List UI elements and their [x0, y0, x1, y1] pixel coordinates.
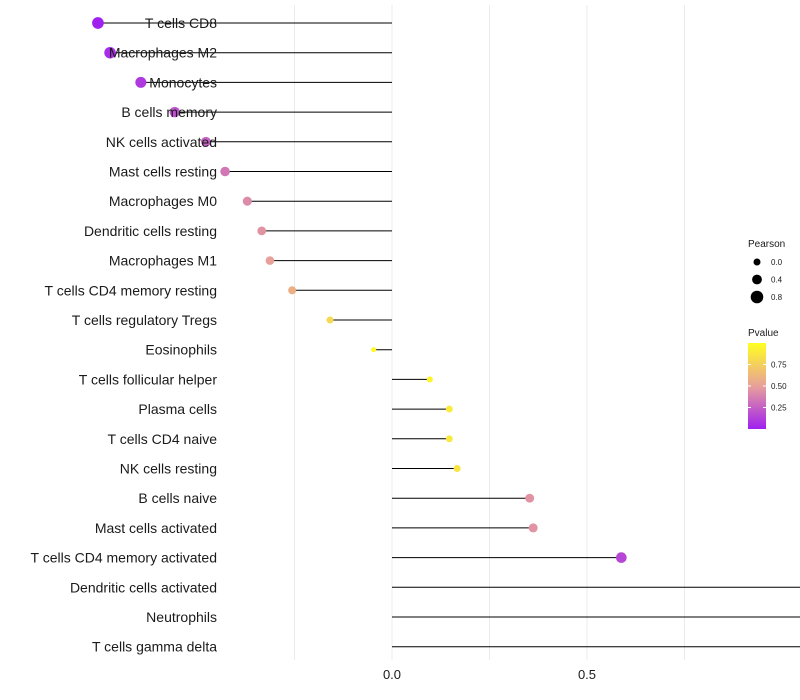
category-label: Mast cells resting — [109, 164, 217, 180]
lollipop-point — [288, 286, 297, 295]
lollipop-point — [371, 347, 377, 353]
lollipop-point — [92, 17, 104, 29]
lollipop-point — [615, 552, 627, 563]
lollipop-point — [257, 226, 267, 236]
grid-layer — [294, 5, 685, 660]
size-legend-dot — [750, 290, 764, 304]
stem-layer — [97, 22, 800, 648]
size-legend-dot — [753, 258, 761, 266]
category-label: Monocytes — [149, 74, 217, 90]
category-label: NK cells activated — [106, 134, 217, 150]
category-label: Plasma cells — [138, 401, 217, 417]
x-tick-label: 0.0 — [383, 667, 401, 682]
lollipop-point — [169, 106, 181, 118]
pvalue-color-bar — [748, 343, 766, 429]
category-label: Dendritic cells activated — [70, 579, 217, 595]
lollipop-point — [242, 196, 252, 206]
color-legend-ticks: 0.75 0.50 0.25 — [748, 361, 787, 413]
category-label: NK cells resting — [120, 461, 217, 477]
size-legend-dot — [752, 274, 762, 285]
category-label: B cells naive — [138, 490, 217, 506]
category-label: Neutrophils — [146, 609, 217, 625]
category-label: Eosinophils — [145, 342, 217, 358]
category-label: Macrophages M0 — [109, 193, 217, 209]
lollipop-point — [445, 435, 453, 443]
lollipop-point — [453, 464, 461, 473]
lollipop-point — [135, 76, 147, 88]
lollipop-point — [445, 405, 453, 413]
size-legend-title: Pearson — [748, 239, 785, 250]
category-label: Macrophages M1 — [109, 253, 217, 269]
x-tick-label: 0.5 — [578, 667, 596, 682]
size-legend-label: 0.8 — [771, 293, 783, 302]
category-label: T cells CD4 memory resting — [45, 282, 217, 298]
color-legend-tick-label: 0.25 — [771, 404, 787, 413]
category-label: T cells follicular helper — [79, 371, 218, 387]
lollipop-point — [201, 136, 211, 147]
color-legend-tick-label: 0.75 — [771, 361, 787, 370]
x-axis-ticks: 0.0 0.5 — [383, 667, 596, 682]
category-labels: T cells CD8 Macrophages M2 Monocytes B cell… — [31, 15, 218, 655]
category-label: T cells CD4 memory activated — [31, 550, 217, 566]
category-label: T cells CD4 naive — [108, 431, 218, 447]
legend: Pearson 0.0 0.4 0.8 Pvalue 0.75 0.50 0.25 — [748, 239, 787, 429]
lollipop-point — [104, 46, 116, 59]
category-label: Dendritic cells resting — [84, 223, 217, 239]
size-legend-label: 0.4 — [771, 276, 783, 285]
lollipop-point — [426, 376, 433, 383]
category-label: B cells memory — [121, 104, 217, 120]
point-layer — [92, 17, 627, 563]
color-legend-title: Pvalue — [748, 328, 779, 339]
category-label: Macrophages M2 — [109, 45, 217, 61]
category-label: T cells regulatory Tregs — [72, 312, 217, 328]
size-legend-items: 0.0 0.4 0.8 — [750, 258, 783, 304]
category-label: T cells gamma delta — [92, 639, 217, 655]
size-legend-label: 0.0 — [771, 258, 783, 267]
lollipop-point — [528, 523, 538, 533]
category-label: T cells CD8 — [145, 15, 217, 31]
lollipop-point — [265, 256, 275, 265]
lollipop-point — [220, 166, 230, 177]
category-label: Mast cells activated — [95, 520, 217, 536]
lollipop-point — [525, 493, 535, 503]
lollipop-point — [326, 316, 334, 324]
color-legend-tick-label: 0.50 — [771, 382, 787, 391]
